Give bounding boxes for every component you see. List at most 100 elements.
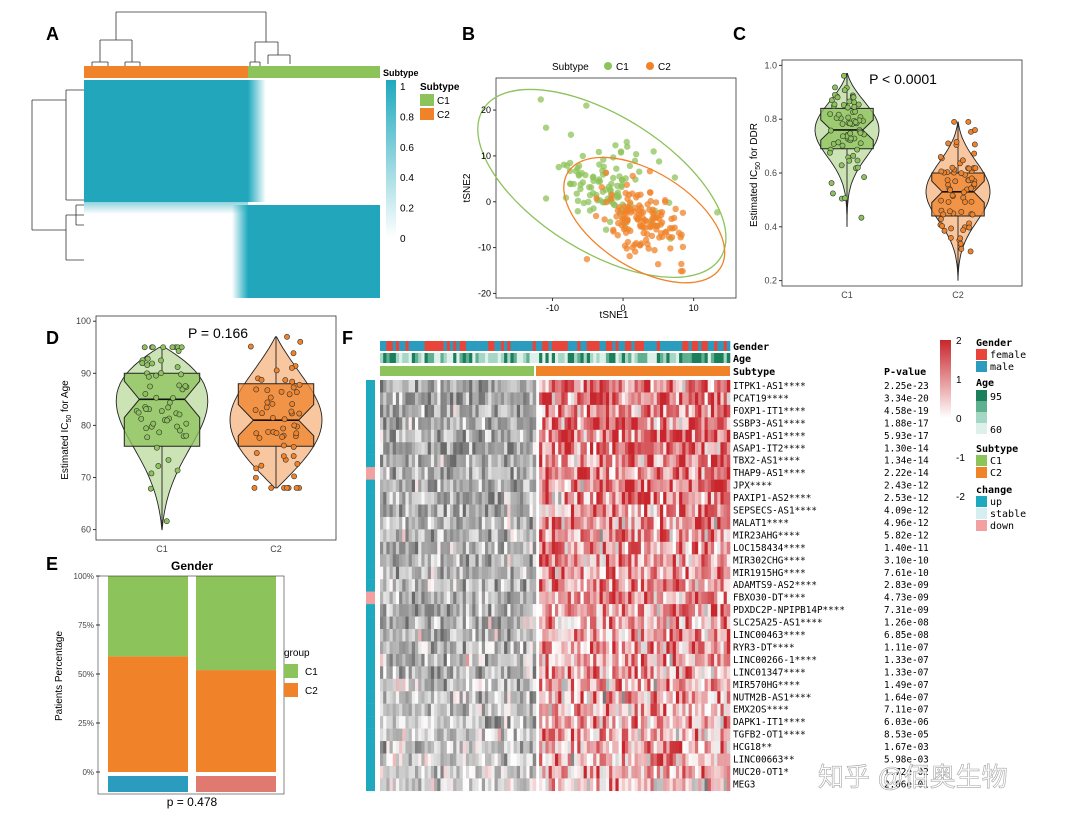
heatmap-cell [481,442,486,455]
heatmap-cell [714,703,718,717]
heatmap-cell [612,541,616,555]
heatmap-cell [675,641,680,655]
heatmap-cell [440,765,444,779]
gene-pvalue: 1.88e-17 [884,418,929,429]
scatter-point-c2 [598,183,605,191]
heatmap-cell [520,716,524,729]
heatmap-cell [586,604,591,617]
heatmap-cell [656,666,661,679]
heatmap-cell [383,492,387,505]
heatmap-cell [430,404,435,418]
annot-age-cell [551,353,556,363]
heatmap-cell [386,653,390,667]
heatmap-cell [380,716,384,729]
heatmap-cell [558,380,562,393]
heatmap-cell [663,541,667,555]
heatmap-cell [682,666,686,679]
heatmap-cell [545,541,549,555]
heatmap-cell [682,404,686,418]
heatmap-cell [383,392,387,406]
heatmap-cell [625,653,629,667]
heatmap-cell [437,417,441,430]
heatmap-cell [469,429,473,443]
heatmap-cell [675,666,680,679]
heatmap-cell [497,579,502,592]
heatmap-cell [710,653,715,667]
heatmap-cell [411,778,416,792]
heatmap-cell [529,604,534,617]
heatmap-cell [660,492,664,505]
data-point-c1 [183,420,190,427]
scatter-point-c2 [610,226,617,234]
heatmap-cell [520,753,524,767]
heatmap-cell [507,653,511,667]
heatmap-cell [564,691,569,704]
heatmap-cell [605,728,610,742]
annot-gender-cell [507,341,511,351]
heatmap-cell [465,629,470,642]
heatmap-cell [688,778,693,792]
heatmap-cell [472,691,476,704]
heatmap-cell [399,666,403,679]
heatmap-cell [570,591,575,605]
heatmap-cell [392,653,397,667]
heatmap-cell [392,678,397,692]
heatmap-cell [720,392,724,406]
data-point-c2 [265,429,272,435]
heatmap-cell [424,442,429,455]
heatmap-cell [443,541,448,555]
heatmap-cell [415,392,419,406]
heatmap-cell [532,442,537,455]
gender-bar-female [196,776,276,792]
annot-label-age: Age [733,354,751,365]
heatmap-cell [513,641,518,655]
annot-gender-cell [685,341,689,351]
heatmap-cell [399,566,403,580]
heatmap-cell [389,616,394,630]
heatmap-cell [551,417,556,430]
heatmap-cell [459,404,464,418]
heatmap-cell [682,604,686,617]
heatmap-cell [602,479,607,493]
heatmap-cell [507,716,511,729]
scatter-point-c1 [606,218,614,226]
heatmap-cell [615,641,619,655]
gene-label: TGFB2-OT1**** [733,730,806,741]
heatmap-cell [427,541,432,555]
heatmap-cell [634,504,639,518]
heatmap-cell [383,741,387,754]
data-point-c1 [153,394,160,401]
data-point-c1 [839,142,846,149]
heatmap-cell [446,741,451,754]
heatmap-cell [450,753,454,767]
heatmap-cell [570,454,575,468]
data-point-c1 [835,111,842,118]
heatmap-cell [593,616,597,630]
heatmap-cell [526,678,530,692]
heatmap-cell [494,554,499,567]
heatmap-cell [411,753,416,767]
heatmap-cell [399,728,403,742]
heatmap-cell [704,479,709,493]
heatmap-cell [485,765,489,779]
heatmap-cell [717,765,721,779]
heatmap-cell [430,653,435,667]
heatmap-cell [555,566,559,580]
heatmap-cell [596,753,600,767]
heatmap-cell [726,554,731,567]
heatmap-cell [411,691,416,704]
heatmap-cell [586,529,591,543]
heatmap-cell [577,579,581,592]
heatmap-cell [615,554,619,567]
heatmap-cell [539,641,543,655]
heatmap-cell [411,566,416,580]
heatmap-cell [599,691,604,704]
heatmap-cell [593,479,597,493]
heatmap-cell [539,716,543,729]
heatmap-cell [602,653,607,667]
gene-label: SSBP3-AS1**** [733,418,806,429]
heatmap-cell [660,741,664,754]
annot-gender-cell [615,341,619,351]
heatmap-cell [395,641,400,655]
heatmap-cell [513,554,518,567]
